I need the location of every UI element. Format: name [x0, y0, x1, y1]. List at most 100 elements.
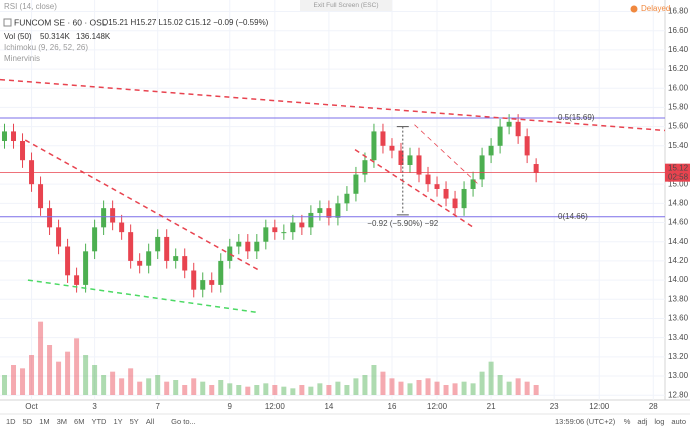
candle-body [290, 222, 296, 233]
rsi-legend[interactable]: RSI (14, close) [4, 2, 57, 11]
volume-bar [236, 385, 242, 395]
candle-body [47, 208, 53, 228]
y-tick-label: 16.20 [668, 64, 689, 73]
plot [2, 114, 539, 395]
volume-bar [515, 378, 521, 395]
y-tick-label: 13.80 [668, 294, 689, 303]
y-tick-label: 16.80 [668, 7, 689, 16]
exit-fullscreen[interactable]: Exit Full Screen (ESC) [313, 2, 378, 9]
candle-body [146, 251, 152, 266]
scale-option[interactable]: % [624, 417, 631, 426]
candle-body [83, 251, 89, 285]
volume-bar [137, 381, 143, 395]
candle-body [389, 145, 395, 151]
candle-body [11, 131, 17, 142]
y-tick-label: 12.80 [668, 390, 689, 399]
volume-bar [92, 365, 98, 395]
candle-body [488, 145, 494, 156]
volume-bar [470, 383, 476, 395]
range-button[interactable]: 6M [74, 417, 84, 426]
volume-bar [317, 383, 323, 395]
range-button[interactable]: 1Y [113, 417, 122, 426]
volume-bar [506, 381, 512, 395]
y-tick-label: 13.00 [668, 371, 689, 380]
y-tick-label: 15.00 [668, 179, 689, 188]
y-tick-label: 15.80 [668, 103, 689, 112]
x-tick-label: 3 [92, 402, 97, 411]
candle-body [164, 236, 170, 261]
trend-line [354, 149, 476, 229]
x-tick-label: 21 [487, 402, 496, 411]
volume-bar [101, 375, 107, 395]
candle-body [65, 246, 71, 276]
x-tick-label: Oct [25, 402, 38, 411]
clock: 13:59:06 (UTC+2) [555, 417, 616, 426]
candle-body [434, 184, 440, 189]
candle-body [326, 208, 332, 218]
range-button[interactable]: All [146, 417, 155, 426]
x-tick-label: 28 [649, 402, 658, 411]
range-button[interactable]: 3M [57, 417, 67, 426]
volume-bar [20, 368, 26, 395]
scale-option[interactable]: log [654, 417, 664, 426]
volume-bar [443, 385, 449, 395]
candle-body [56, 227, 62, 247]
x-tick-label: 12:00 [265, 402, 286, 411]
volume-bar [344, 385, 350, 395]
volume-bar [524, 381, 530, 395]
volume-bar [29, 355, 35, 395]
range-button[interactable]: YTD [91, 417, 107, 426]
candle-body [533, 164, 539, 173]
candle-body [200, 280, 206, 290]
volume-bar [110, 371, 116, 395]
ichimoku-legend[interactable]: Ichimoku (9, 26, 52, 26) [4, 43, 88, 52]
range-button[interactable]: 5Y [130, 417, 139, 426]
scale-option[interactable]: auto [671, 417, 686, 426]
range-button[interactable]: 5D [23, 417, 33, 426]
x-tick-label: 23 [550, 402, 559, 411]
candle-body [344, 193, 350, 204]
candle-body [524, 136, 530, 156]
candle-body [335, 203, 341, 218]
volume-bar [452, 383, 458, 395]
volume-bar [74, 338, 80, 395]
x-tick-label: 7 [155, 402, 160, 411]
range-button[interactable]: 1D [6, 417, 16, 426]
candle-body [425, 174, 431, 185]
volume-bar [461, 381, 467, 395]
overlay: 16.80 16.60 16.40 16.20 16.00 15.80 15.60 15.40… [0, 7, 690, 411]
y-tick-label: 16.40 [668, 45, 689, 54]
volume-bar [128, 368, 134, 395]
vol-legend[interactable]: Vol (50) [4, 32, 32, 41]
volume-bar [353, 378, 359, 395]
candle-body [38, 184, 44, 209]
goto-button[interactable]: Go to... [171, 417, 196, 426]
scale-option[interactable]: adj [637, 417, 647, 426]
candle-body [371, 131, 377, 161]
range-button[interactable]: 1M [39, 417, 49, 426]
trend-line [414, 124, 481, 187]
volume-bar [2, 375, 8, 395]
y-tick-label: 14.60 [668, 218, 689, 227]
candle-body [137, 260, 143, 266]
candle-body [2, 131, 8, 142]
candle-body [191, 270, 197, 290]
y-tick-label: 15.60 [668, 122, 689, 131]
candle-body [443, 188, 449, 199]
volume-bar [299, 385, 305, 395]
volume-bar [488, 361, 494, 395]
exit-fullscreen-bg[interactable] [300, 0, 392, 11]
candle-body [173, 256, 179, 261]
volume-bar [38, 321, 44, 395]
candle-body [515, 121, 521, 137]
volume-bar [245, 386, 251, 395]
volume-bar [47, 345, 53, 395]
y-tick-label: 14.80 [668, 198, 689, 207]
toolbar: 1D 5D 1M 3M 6M YTD 1Y 5Y All Go to... 13:59:06 (UT… [6, 417, 686, 426]
volume-bar [290, 388, 296, 395]
level-label: 0(14.66) [558, 212, 588, 221]
minervini-legend[interactable]: Minervinis [4, 54, 40, 63]
candle-body [317, 208, 323, 213]
volume-bar [191, 378, 197, 395]
symbol[interactable]: FUNCOM SE · 60 · OSL [14, 17, 107, 27]
